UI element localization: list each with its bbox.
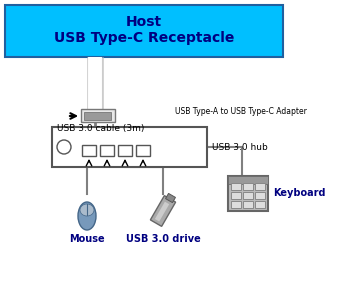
Text: Mouse: Mouse	[69, 234, 105, 244]
Ellipse shape	[80, 204, 94, 216]
Bar	[165, 193, 176, 203]
Ellipse shape	[78, 202, 96, 230]
Bar	[84, 112, 111, 120]
Bar	[228, 176, 268, 184]
Circle shape	[57, 140, 71, 154]
Bar	[150, 196, 176, 226]
Bar	[255, 192, 265, 199]
Bar	[231, 183, 241, 190]
Bar	[228, 176, 268, 211]
Bar	[243, 183, 253, 190]
Bar	[243, 201, 253, 208]
Text: USB 3.0 cable (3m): USB 3.0 cable (3m)	[57, 124, 144, 133]
Bar	[100, 145, 114, 156]
Text: USB Type-A to USB Type-C Adapter: USB Type-A to USB Type-C Adapter	[175, 106, 307, 115]
Text: Keyboard: Keyboard	[273, 188, 326, 199]
Bar	[155, 202, 169, 222]
Text: Host
USB Type-C Receptacle: Host USB Type-C Receptacle	[54, 15, 234, 45]
Bar	[118, 145, 132, 156]
Bar	[243, 192, 253, 199]
Bar	[52, 127, 207, 167]
Bar	[231, 192, 241, 199]
Bar	[81, 109, 115, 122]
Bar	[136, 145, 150, 156]
Text: USB 3.0 drive: USB 3.0 drive	[126, 234, 200, 244]
Bar	[255, 201, 265, 208]
Bar	[231, 201, 241, 208]
Bar	[5, 5, 283, 57]
Bar	[82, 145, 96, 156]
Text: USB 3.0 hub: USB 3.0 hub	[212, 143, 268, 152]
Bar	[255, 183, 265, 190]
